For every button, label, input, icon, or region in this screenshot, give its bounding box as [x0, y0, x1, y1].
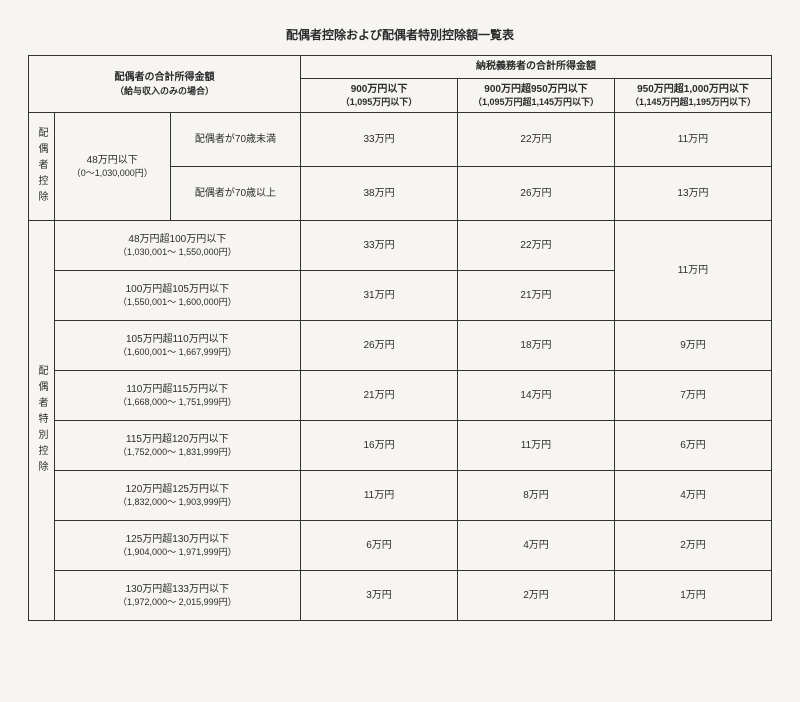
s2-r6-v1: 4万円: [458, 521, 615, 571]
hdr-bracket-2: 950万円超1,000万円以下 （1,145万円超1,195万円以下）: [614, 78, 771, 113]
s2-r5-v2: 4万円: [614, 471, 771, 521]
s2-r7-v1: 2万円: [458, 571, 615, 621]
s2-r5-v1: 8万円: [458, 471, 615, 521]
hdr-spouse-income: 配偶者の合計所得金額 （給与収入のみの場合）: [29, 56, 301, 113]
s2-r1-r1: 100万円超105万円以下: [126, 284, 229, 295]
s2-r0-r1: 48万円超100万円以下: [128, 234, 226, 245]
deduction-table: 配偶者の合計所得金額 （給与収入のみの場合） 納税義務者の合計所得金額 900万…: [28, 55, 772, 621]
section1-row0-cond: 配偶者が70歳未満: [170, 113, 300, 167]
s2-r3-range: 110万円超115万円以下 （1,668,000～ 1,751,999円）: [54, 371, 300, 421]
s2-r2-v1: 18万円: [458, 321, 615, 371]
s2-r5-range: 120万円超125万円以下 （1,832,000～ 1,903,999円）: [54, 471, 300, 521]
s2-r0-range: 48万円超100万円以下 （1,030,001～ 1,550,000円）: [54, 221, 300, 271]
section1-range-main: 48万円以下: [87, 155, 138, 166]
s2-r0-v1: 22万円: [458, 221, 615, 271]
s2-r3-v1: 14万円: [458, 371, 615, 421]
s2-r6-r1: 125万円超130万円以下: [126, 534, 229, 545]
section1-range: 48万円以下 （0～1,030,000円）: [54, 113, 170, 221]
hdr-bracket-2-l2: （1,145万円超1,195万円以下）: [617, 96, 769, 108]
s2-r3-v0: 21万円: [301, 371, 458, 421]
hdr-bracket-1-l1: 900万円超950万円以下: [484, 84, 587, 95]
section1-row0-v2: 11万円: [614, 113, 771, 167]
section1-range-sub: （0～1,030,000円）: [57, 167, 168, 179]
hdr-bracket-0: 900万円以下 （1,095万円以下）: [301, 78, 458, 113]
s2-r4-r2: （1,752,000～ 1,831,999円）: [57, 446, 298, 458]
s2-r7-v2: 1万円: [614, 571, 771, 621]
s2-r4-v1: 11万円: [458, 421, 615, 471]
s2-r7-r1: 130万円超133万円以下: [126, 584, 229, 595]
s2-r6-range: 125万円超130万円以下 （1,904,000～ 1,971,999円）: [54, 521, 300, 571]
s2-r1-r2: （1,550,001～ 1,600,000円）: [57, 296, 298, 308]
s2-r2-r1: 105万円超110万円以下: [126, 334, 229, 345]
s2-r0-v0: 33万円: [301, 221, 458, 271]
s2-r4-v2: 6万円: [614, 421, 771, 471]
hdr-bracket-0-l1: 900万円以下: [351, 84, 408, 95]
s2-r6-r2: （1,904,000～ 1,971,999円）: [57, 546, 298, 558]
s2-r2-range: 105万円超110万円以下 （1,600,001～ 1,667,999円）: [54, 321, 300, 371]
s2-r7-v0: 3万円: [301, 571, 458, 621]
s2-r3-r2: （1,668,000～ 1,751,999円）: [57, 396, 298, 408]
s2-r0-r2: （1,030,001～ 1,550,000円）: [57, 246, 298, 258]
section1-row0-v1: 22万円: [458, 113, 615, 167]
hdr-spouse-income-label: 配偶者の合計所得金額: [115, 72, 215, 83]
s2-r7-r2: （1,972,000～ 2,015,999円）: [57, 596, 298, 608]
s2-r4-v0: 16万円: [301, 421, 458, 471]
s2-r6-v0: 6万円: [301, 521, 458, 571]
s2-r3-v2: 7万円: [614, 371, 771, 421]
s2-r5-r2: （1,832,000～ 1,903,999円）: [57, 496, 298, 508]
hdr-bracket-2-l1: 950万円超1,000万円以下: [637, 84, 749, 95]
hdr-bracket-0-l2: （1,095万円以下）: [303, 96, 455, 108]
section1-row1-v2: 13万円: [614, 167, 771, 221]
s2-r1-v0: 31万円: [301, 271, 458, 321]
s2-merged-11: 11万円: [614, 221, 771, 321]
s2-r4-range: 115万円超120万円以下 （1,752,000～ 1,831,999円）: [54, 421, 300, 471]
s2-r1-range: 100万円超105万円以下 （1,550,001～ 1,600,000円）: [54, 271, 300, 321]
hdr-bracket-1: 900万円超950万円以下 （1,095万円超1,145万円以下）: [458, 78, 615, 113]
s2-r5-r1: 120万円超125万円以下: [126, 484, 229, 495]
s2-r2-v2: 9万円: [614, 321, 771, 371]
hdr-bracket-1-l2: （1,095万円超1,145万円以下）: [460, 96, 612, 108]
section1-side: 配偶者控除: [29, 113, 55, 221]
section1-row1-cond: 配偶者が70歳以上: [170, 167, 300, 221]
s2-r1-v1: 21万円: [458, 271, 615, 321]
section1-row0-v0: 33万円: [301, 113, 458, 167]
section1-row1-v1: 26万円: [458, 167, 615, 221]
hdr-taxpayer-income: 納税義務者の合計所得金額: [301, 56, 772, 79]
page-title: 配偶者控除および配偶者特別控除額一覧表: [28, 26, 772, 43]
s2-r6-v2: 2万円: [614, 521, 771, 571]
s2-r5-v0: 11万円: [301, 471, 458, 521]
section2-side: 配偶者特別控除: [29, 221, 55, 621]
s2-r3-r1: 110万円超115万円以下: [126, 384, 228, 395]
s2-r7-range: 130万円超133万円以下 （1,972,000～ 2,015,999円）: [54, 571, 300, 621]
s2-r2-r2: （1,600,001～ 1,667,999円）: [57, 346, 298, 358]
s2-r2-v0: 26万円: [301, 321, 458, 371]
s2-r4-r1: 115万円超120万円以下: [126, 434, 229, 445]
section1-row1-v0: 38万円: [301, 167, 458, 221]
hdr-spouse-income-sub: （給与収入のみの場合）: [31, 85, 298, 97]
